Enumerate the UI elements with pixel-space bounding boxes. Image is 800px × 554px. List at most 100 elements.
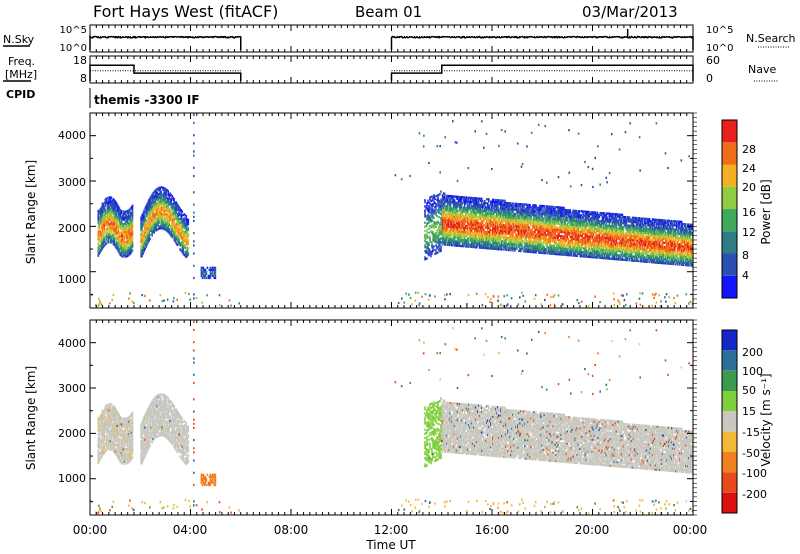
power-cell <box>436 198 438 201</box>
power-cell <box>470 201 473 204</box>
power-cell <box>541 221 543 224</box>
power-cell <box>487 198 489 201</box>
power-cell <box>500 207 502 210</box>
power-cell <box>153 217 155 220</box>
power-cell <box>496 219 498 222</box>
power-cell <box>184 253 187 256</box>
power-cell <box>182 224 185 227</box>
power-cell <box>173 234 175 237</box>
power-cell <box>548 219 550 222</box>
power-cell <box>112 232 115 235</box>
power-cell <box>546 246 548 249</box>
power-cell <box>436 221 438 224</box>
power-cell <box>480 232 483 235</box>
power-cell <box>468 225 471 228</box>
power-cell <box>477 201 480 204</box>
power-cell <box>510 214 512 217</box>
power-cell <box>151 216 153 219</box>
power-cell <box>453 224 456 227</box>
power-cell <box>460 226 463 229</box>
power-cell <box>162 221 164 224</box>
power-cell <box>426 216 428 219</box>
power-cell <box>140 255 142 258</box>
power-cell <box>129 228 132 231</box>
power-cell <box>149 217 151 220</box>
power-cell <box>176 227 178 230</box>
power-cell <box>509 208 511 211</box>
power-cell <box>487 230 489 234</box>
power-cell <box>488 233 490 236</box>
power-cell <box>429 237 431 240</box>
power-cell <box>451 207 454 210</box>
power-cell <box>507 244 509 247</box>
power-cell <box>457 195 460 198</box>
power-cell <box>484 232 486 235</box>
power-cell <box>567 252 569 255</box>
power-cell <box>545 217 547 220</box>
power-cell <box>571 219 573 222</box>
power-cell <box>568 227 570 230</box>
power-cell <box>459 218 462 221</box>
power-cell <box>453 207 456 210</box>
power-cell <box>172 217 174 220</box>
power-cell <box>426 236 428 239</box>
power-cell <box>103 224 106 227</box>
power-cell <box>508 224 510 227</box>
power-cell <box>577 230 579 233</box>
power-cell <box>453 226 456 229</box>
power-cell <box>151 207 153 210</box>
power-cell <box>186 248 189 251</box>
power-cell <box>537 247 539 250</box>
power-cell <box>498 248 500 251</box>
power-cell <box>112 234 115 237</box>
power-cell <box>576 254 578 257</box>
power-cell <box>567 209 569 212</box>
power-cell <box>452 223 455 227</box>
power-cell <box>535 241 537 244</box>
power-cell <box>552 214 554 217</box>
power-cell <box>435 213 437 216</box>
power-cell <box>570 227 572 230</box>
power-cell <box>143 225 145 228</box>
power-cell <box>130 208 133 211</box>
power-cell <box>532 208 534 211</box>
power-cell <box>503 228 505 231</box>
power-cell <box>530 234 532 237</box>
power-cell <box>433 196 435 199</box>
power-cell <box>118 219 121 222</box>
power-cell <box>487 218 489 221</box>
power-cell <box>535 204 537 207</box>
power-cell <box>557 232 559 235</box>
power-cell <box>122 253 125 256</box>
power-cell <box>520 237 522 240</box>
power-cell <box>467 229 470 232</box>
power-cell <box>116 203 119 206</box>
power-cell <box>442 231 445 234</box>
power-cell <box>114 220 117 223</box>
power-cell <box>158 211 160 214</box>
power-cell <box>576 252 578 255</box>
power-cell <box>455 203 458 206</box>
power-cell <box>542 221 544 224</box>
power-cell <box>122 249 125 252</box>
power-cell <box>450 240 453 243</box>
power-cell <box>504 205 506 208</box>
power-cell <box>560 220 562 223</box>
power-cell <box>545 225 547 228</box>
power-cell <box>445 196 448 199</box>
power-cell <box>440 217 442 220</box>
power-cell <box>515 202 517 205</box>
power-cell <box>430 220 432 223</box>
power-cell <box>429 198 431 201</box>
power-cell <box>436 229 438 232</box>
power-cell <box>430 253 432 256</box>
power-cell <box>530 250 532 254</box>
power-cell <box>171 209 173 212</box>
power-cell <box>494 235 496 238</box>
power-cell <box>497 199 499 202</box>
power-cell <box>431 205 433 208</box>
power-cell <box>119 253 122 257</box>
power-cell <box>114 204 117 207</box>
power-cell <box>204 272 207 276</box>
power-cell <box>484 210 486 213</box>
